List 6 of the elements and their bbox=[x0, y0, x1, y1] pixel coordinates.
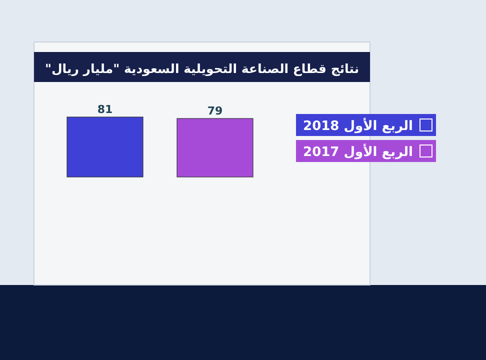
legend-item: الربع الأول 2018 bbox=[296, 114, 436, 136]
data-label: 81 bbox=[97, 103, 113, 116]
legend-label: الربع الأول 2017 bbox=[303, 143, 413, 160]
data-label: 79 bbox=[207, 104, 223, 118]
legend-item: الربع الأول 2017 bbox=[296, 140, 436, 162]
chart-title: نتائج قطاع الصناعة التحويلية السعودية "مليار ريال" bbox=[44, 61, 360, 77]
